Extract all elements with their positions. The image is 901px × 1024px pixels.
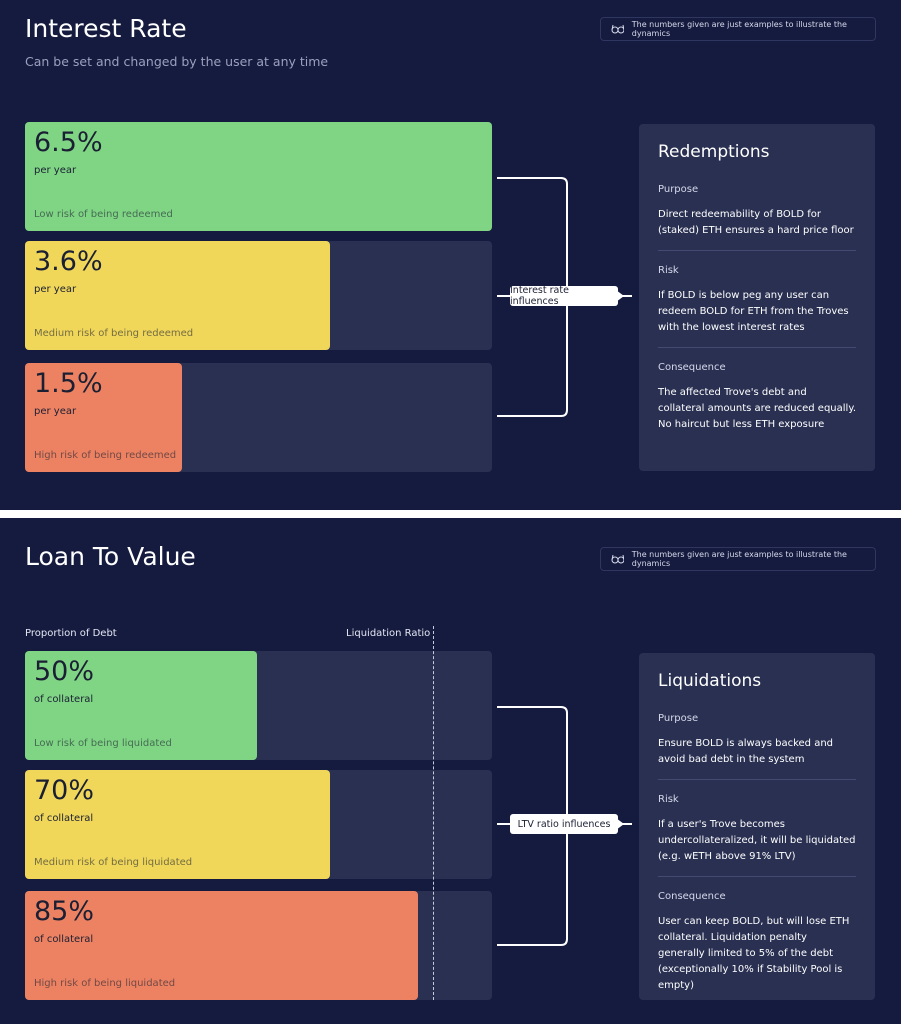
glasses-icon <box>611 554 624 564</box>
axis-label: Liquidation Ratio <box>346 628 431 639</box>
card-value: 85% <box>34 896 95 927</box>
info-card: Redemptions Purpose Direct redeemability o… <box>639 124 875 471</box>
card-value: 50% <box>34 656 95 687</box>
card-risk: High risk of being liquidated <box>34 978 176 989</box>
connector-label: Interest rate influences <box>510 285 618 307</box>
card-unit: per year <box>34 284 77 295</box>
separator <box>658 347 856 348</box>
section-subtitle: Can be set and changed by the user at an… <box>25 54 329 69</box>
separator <box>658 876 856 877</box>
section-title: Loan To Value <box>25 542 196 571</box>
card-risk: Medium risk of being liquidated <box>34 857 193 868</box>
connector-label: LTV ratio influences <box>510 814 618 834</box>
info-heading: Purpose <box>658 184 699 195</box>
info-text: If BOLD is below peg any user can redeem… <box>658 290 849 333</box>
note-box: The numbers given are just examples to i… <box>600 547 876 571</box>
card-unit: of collateral <box>34 694 94 705</box>
card-unit: of collateral <box>34 934 94 945</box>
note-box: The numbers given are just examples to i… <box>600 17 876 41</box>
note-text: The numbers given are just examples to i… <box>631 20 847 38</box>
info-text: User can keep BOLD, but will lose ETH co… <box>658 916 850 991</box>
card-unit: per year <box>34 406 77 417</box>
card-value: 3.6% <box>34 246 103 277</box>
info-text: Ensure BOLD is always backed and avoid b… <box>658 738 834 765</box>
info-heading: Consequence <box>658 362 726 373</box>
separator <box>658 250 856 251</box>
bar <box>25 891 418 1000</box>
bar <box>25 122 492 231</box>
card-unit: of collateral <box>34 813 94 824</box>
info-heading: Purpose <box>658 713 699 724</box>
bar <box>25 651 257 760</box>
section-title: Interest Rate <box>25 14 187 43</box>
card-unit: per year <box>34 165 77 176</box>
card-value: 70% <box>34 775 95 806</box>
card-risk: Medium risk of being redeemed <box>34 328 194 339</box>
bar <box>25 241 330 350</box>
liquidation-line <box>433 626 434 1000</box>
info-text: Direct redeemability of BOLD for (staked… <box>658 209 854 236</box>
info-title: Liquidations <box>658 671 762 691</box>
info-heading: Consequence <box>658 891 726 902</box>
bar <box>25 770 330 879</box>
note-text: The numbers given are just examples to i… <box>631 550 847 568</box>
info-heading: Risk <box>658 265 679 276</box>
card-risk: High risk of being redeemed <box>34 450 177 461</box>
card-risk: Low risk of being redeemed <box>34 209 173 220</box>
section-panel: Interest Rate Can be set and changed by t… <box>0 0 901 510</box>
section-panel: Loan To Value The numbers given are just … <box>0 518 901 1024</box>
card-value: 6.5% <box>34 127 103 158</box>
info-heading: Risk <box>658 794 679 805</box>
card-risk: Low risk of being liquidated <box>34 738 172 749</box>
info-text: The affected Trove's debt and collateral… <box>658 387 856 430</box>
separator <box>658 779 856 780</box>
axis-label: Proportion of Debt <box>25 628 117 639</box>
info-card: Liquidations Purpose Ensure BOLD is always… <box>639 653 875 1000</box>
card-value: 1.5% <box>34 368 103 399</box>
glasses-icon <box>611 24 624 34</box>
info-title: Redemptions <box>658 142 770 162</box>
bar <box>25 363 182 472</box>
info-text: If a user's Trove becomes undercollatera… <box>658 819 856 862</box>
